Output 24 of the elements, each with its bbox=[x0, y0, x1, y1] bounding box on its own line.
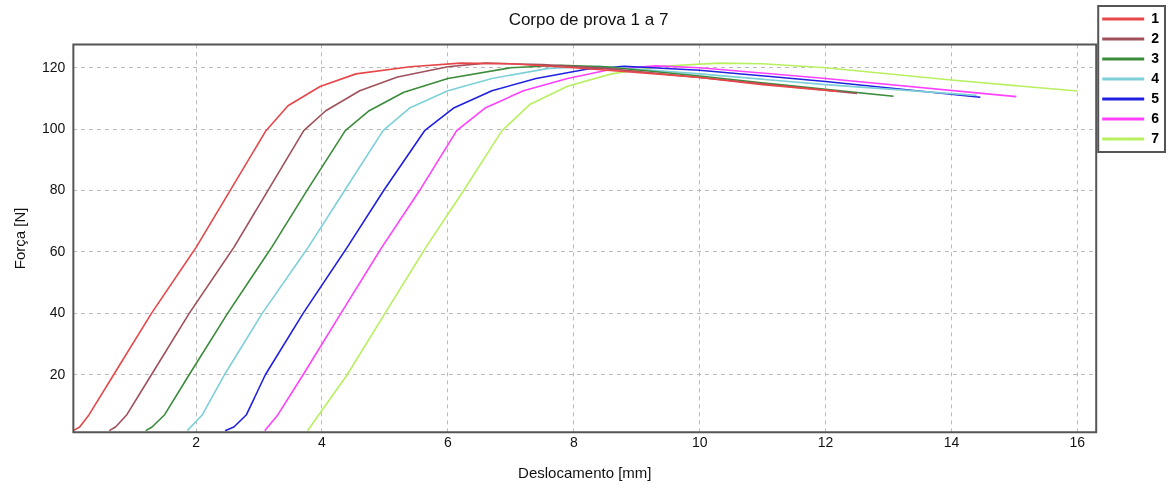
x-tick-label: 12 bbox=[817, 434, 834, 451]
y-tick-label: 120 bbox=[42, 58, 66, 75]
x-axis-title: Deslocamento [mm] bbox=[518, 464, 652, 482]
legend-label: 5 bbox=[1151, 89, 1160, 106]
y-tick-label: 100 bbox=[42, 120, 66, 136]
legend-label: 6 bbox=[1151, 109, 1160, 126]
legend-label: 3 bbox=[1151, 49, 1160, 66]
y-tick-label: 40 bbox=[49, 304, 66, 321]
x-tick-label: 8 bbox=[569, 434, 578, 451]
y-axis-title: Força [N] bbox=[11, 207, 29, 270]
chart-title: Corpo de prova 1 a 7 bbox=[508, 9, 669, 29]
legend-label: 1 bbox=[1151, 9, 1160, 26]
x-tick-label: 16 bbox=[1069, 434, 1086, 451]
x-tick-label: 10 bbox=[691, 434, 708, 451]
y-tick-label: 20 bbox=[49, 365, 66, 382]
y-tick-label: 80 bbox=[49, 181, 66, 198]
y-tick-label: 60 bbox=[49, 242, 66, 259]
x-tick-label: 6 bbox=[443, 434, 452, 451]
legend-label: 7 bbox=[1151, 129, 1160, 146]
x-tick-label: 14 bbox=[943, 434, 960, 451]
legend-label: 4 bbox=[1151, 69, 1160, 86]
legend-label: 2 bbox=[1151, 29, 1160, 46]
x-tick-label: 2 bbox=[192, 434, 201, 451]
x-tick-label: 4 bbox=[318, 434, 327, 451]
